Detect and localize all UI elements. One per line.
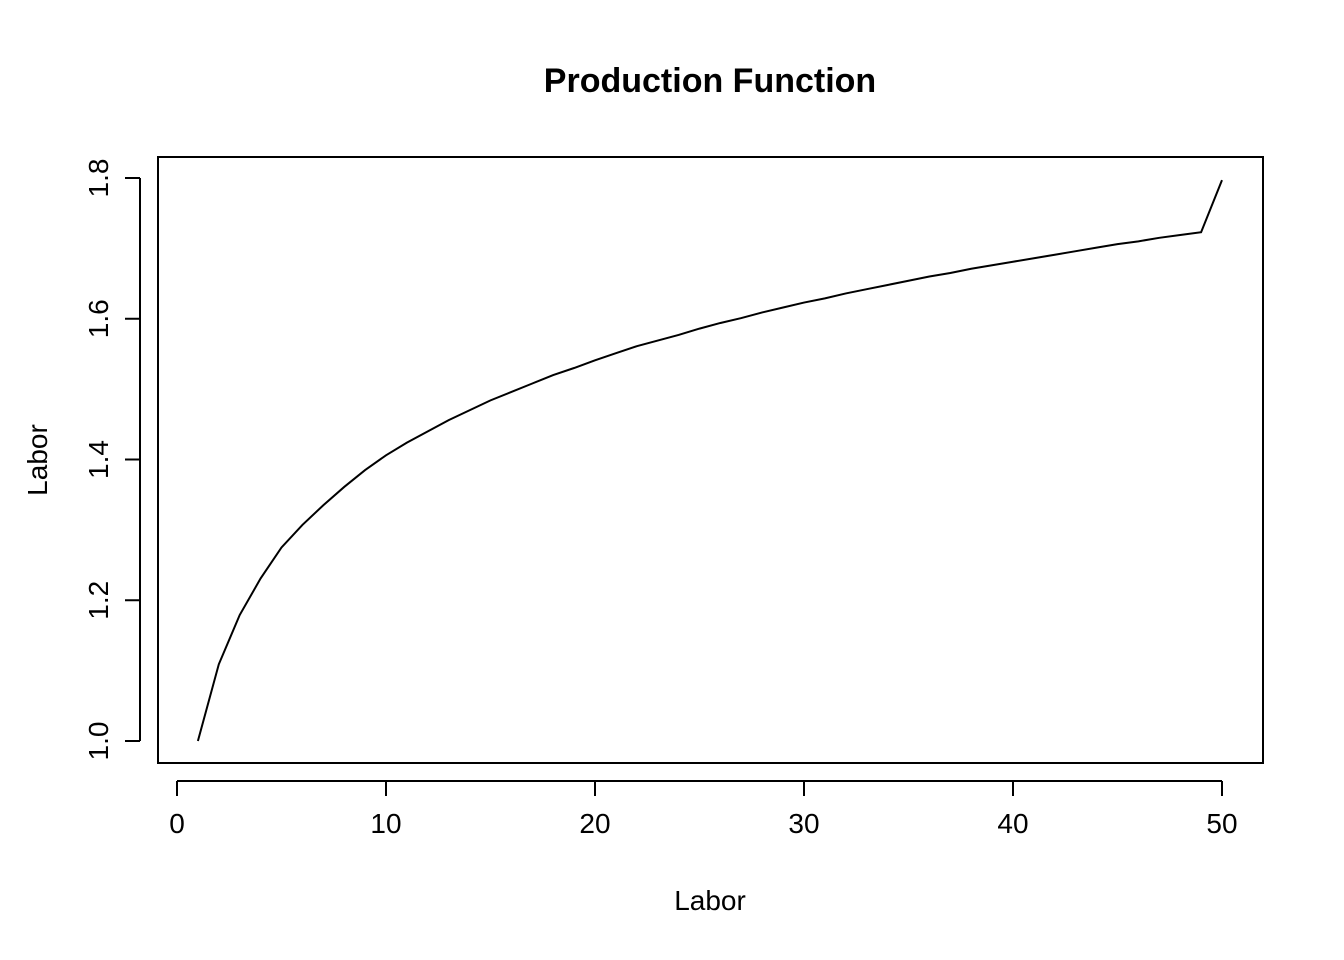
y-tick-label: 1.0 (83, 722, 114, 761)
x-axis-label: Labor (674, 885, 746, 916)
series-line (196, 179, 1223, 742)
x-tick-label: 0 (169, 808, 185, 839)
x-tick-label: 30 (788, 808, 819, 839)
y-tick-label: 1.2 (83, 581, 114, 620)
x-tick-label: 50 (1206, 808, 1237, 839)
y-axis-label: Labor (22, 424, 53, 496)
chart-title: Production Function (544, 62, 876, 100)
plot-frame (157, 156, 1264, 764)
x-axis: 0 10 20 30 40 50 (169, 780, 1238, 839)
y-tick-label: 1.8 (83, 159, 114, 198)
x-tick-label: 20 (579, 808, 610, 839)
x-tick-label: 40 (997, 808, 1028, 839)
x-tick-label: 10 (370, 808, 401, 839)
y-axis: 1.0 1.2 1.4 1.6 1.8 (83, 159, 141, 761)
y-tick-label: 1.6 (83, 299, 114, 338)
y-tick-label: 1.4 (83, 440, 114, 479)
